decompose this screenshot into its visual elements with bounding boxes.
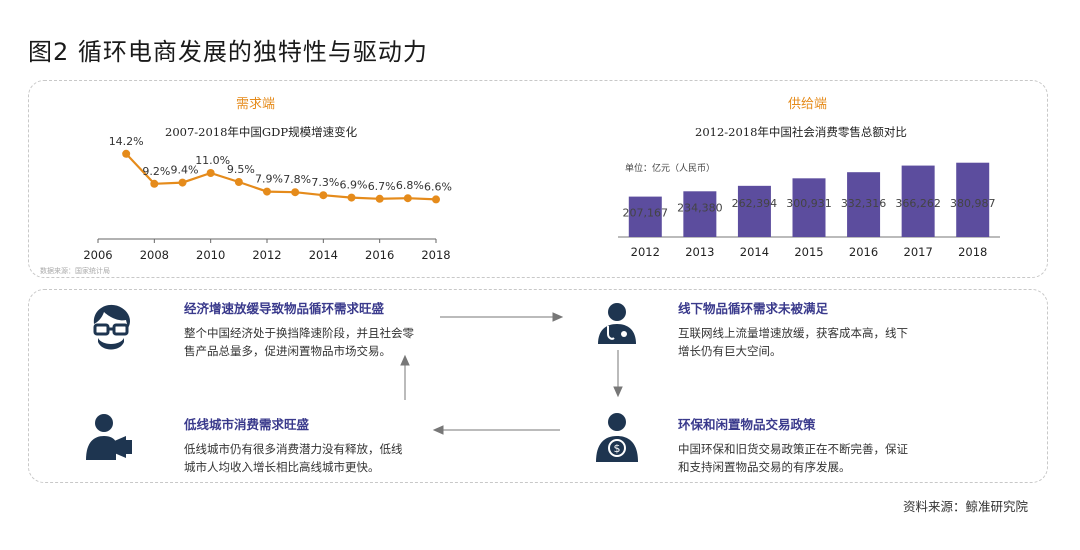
svg-text:$: $ [614, 442, 621, 455]
point-body-policy-line1: 中国环保和旧货交易政策正在不断完善，保证 [678, 440, 908, 458]
arrow-up-head [401, 356, 409, 365]
point-title-lower-tier: 低线城市消费需求旺盛 [184, 414, 309, 433]
point-body-lower-tier-line2: 城市人均收入增长相比高线城市更快。 [184, 458, 380, 476]
point-body-economy-line2: 售产品总量多，促进闲置物品市场交易。 [184, 342, 391, 360]
arrow-right-head [553, 313, 562, 321]
megaphone-man-icon [86, 412, 136, 466]
point-body-offline-line1: 互联网线上流量增速放缓，获客成本高，线下 [678, 324, 908, 342]
money-man-icon: $ [594, 412, 640, 466]
point-title-policy: 环保和闲置物品交易政策 [678, 414, 816, 433]
point-body-policy-line2: 和支持闲置物品交易的有序发展。 [678, 458, 851, 476]
arrow-down-head [614, 387, 622, 396]
glasses-man-icon [86, 302, 136, 358]
arrow-left-head [434, 426, 443, 434]
point-title-offline: 线下物品循环需求未被满足 [678, 298, 828, 317]
point-body-offline-line2: 增长仍有巨大空间。 [678, 342, 782, 360]
point-body-economy-line1: 整个中国经济处于换挡降速阶段，并且社会零 [184, 324, 414, 342]
point-title-economy: 经济增速放缓导致物品循环需求旺盛 [184, 298, 384, 317]
flow-arrows [0, 0, 1080, 550]
point-body-lower-tier-line1: 低线城市仍有很多消费潜力没有释放，低线 [184, 440, 403, 458]
source-credit: 资料来源：鲸准研究院 [903, 496, 1028, 515]
doctor-icon [594, 302, 640, 348]
